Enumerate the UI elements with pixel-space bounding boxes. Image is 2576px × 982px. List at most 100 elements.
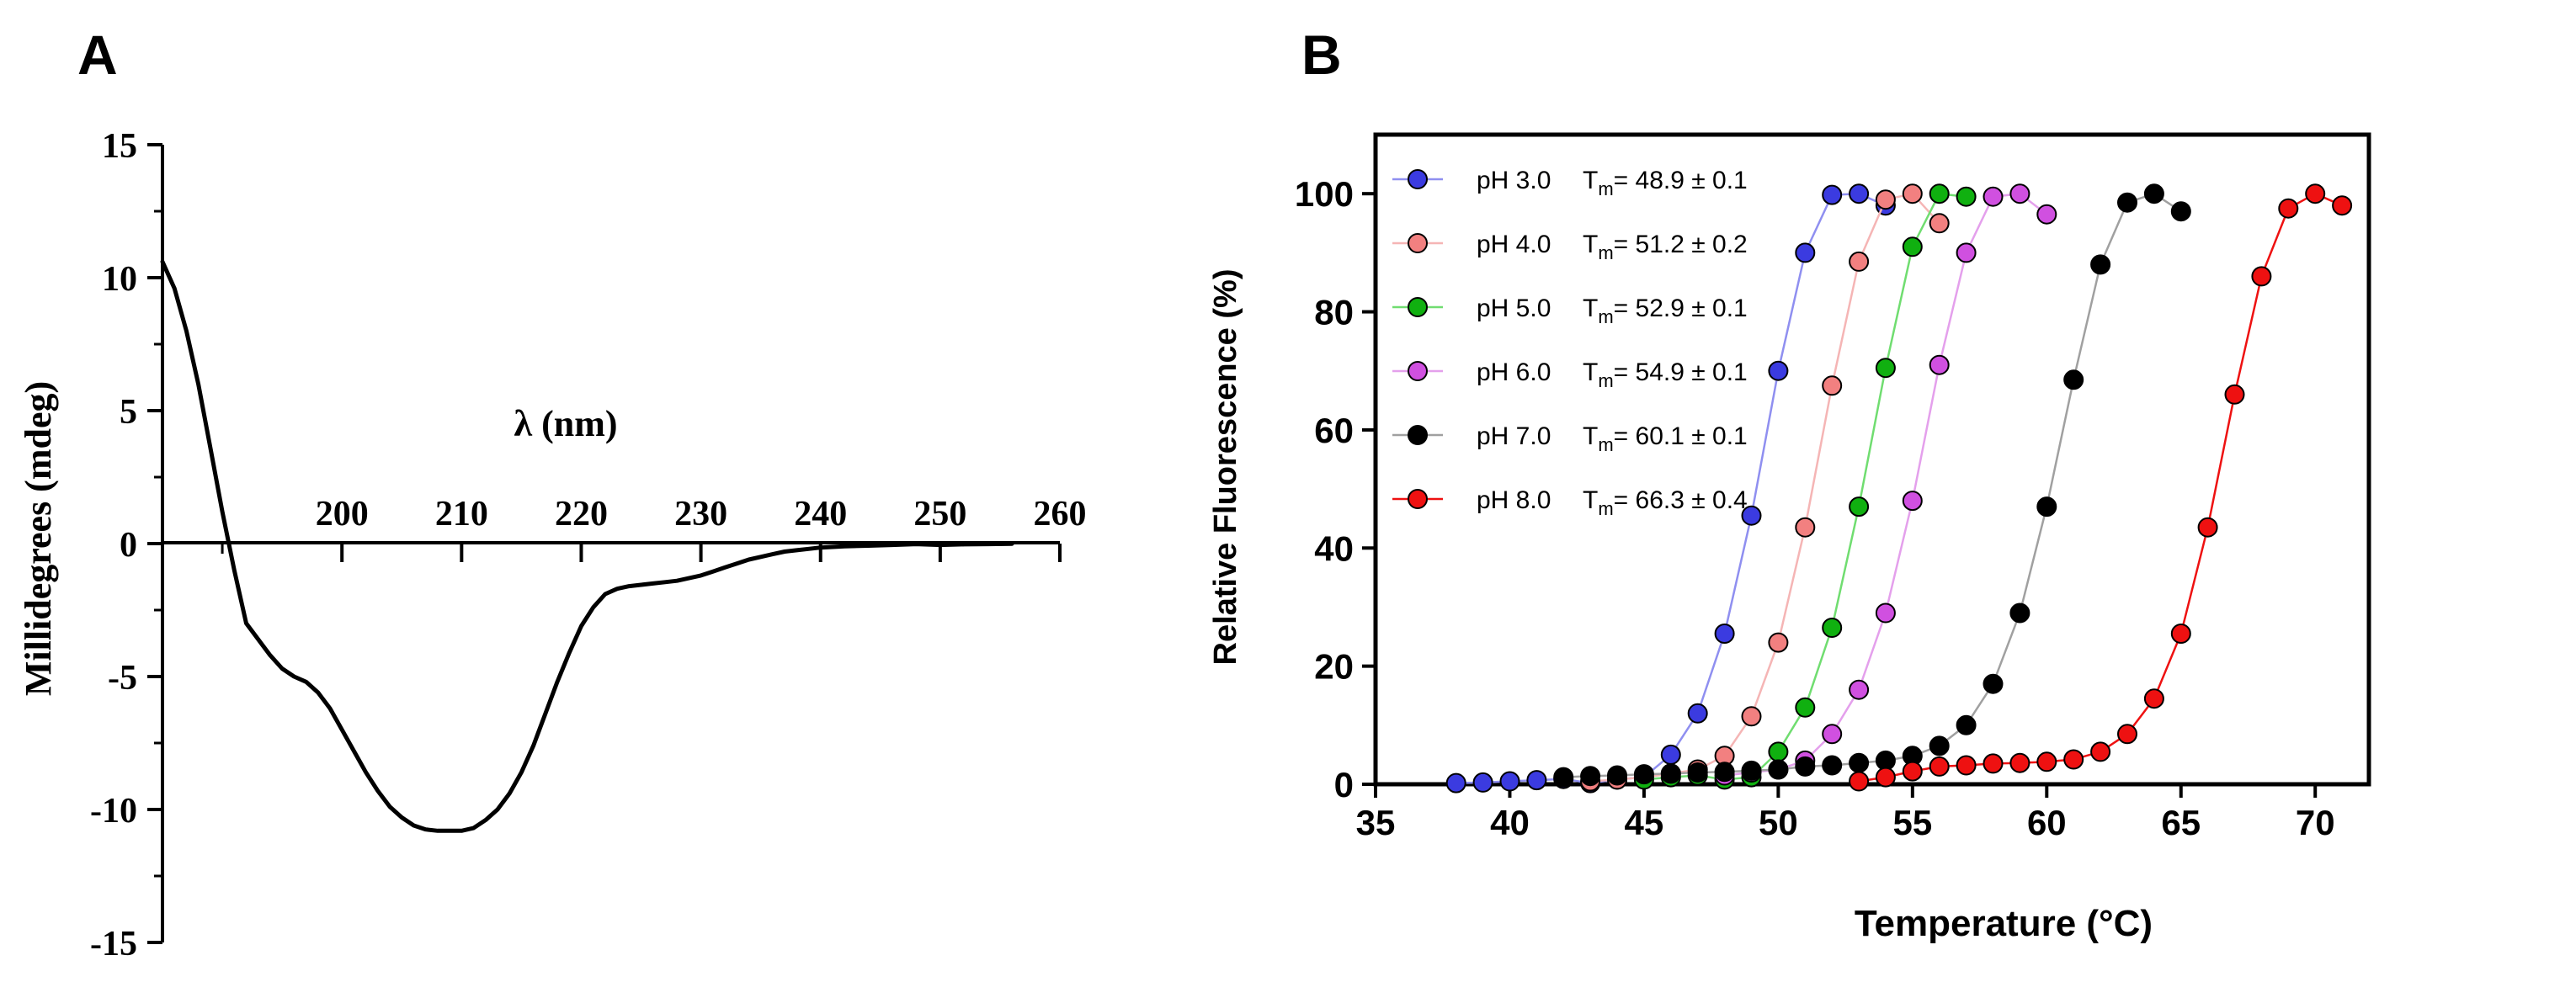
legend-tm-number: = 51.2 ± 0.2 <box>1614 231 1748 258</box>
data-point-ph-6-0 <box>2036 204 2057 225</box>
legend-series-name: pH 7.0 <box>1477 422 1551 450</box>
legend-marker <box>1408 489 1428 509</box>
panel-b-label: B <box>1301 24 1342 86</box>
data-point-ph-7-0 <box>1741 760 1762 781</box>
legend-series-name: pH 4.0 <box>1477 231 1551 258</box>
panel-a-x-tick-label: 200 <box>316 495 369 533</box>
data-point-ph-7-0 <box>2143 183 2164 204</box>
panel-a-x-tick-label: 240 <box>794 495 847 533</box>
data-point-ph-7-0 <box>1607 765 1627 786</box>
legend-marker <box>1408 233 1428 253</box>
data-point-ph-8-0 <box>2143 688 2164 709</box>
data-point-ph-3-0 <box>1849 183 1870 204</box>
data-point-ph-8-0 <box>1956 755 1977 776</box>
data-point-ph-8-0 <box>2170 624 2191 644</box>
data-point-ph-3-0 <box>1714 624 1735 644</box>
data-point-ph-3-0 <box>1741 505 1762 526</box>
legend-tm-number: = 54.9 ± 0.1 <box>1614 358 1748 386</box>
data-point-ph-8-0 <box>2305 183 2326 204</box>
data-point-ph-8-0 <box>1983 753 2004 774</box>
legend-tm-value: Tm= 52.9 ± 0.1 <box>1583 295 1748 327</box>
data-point-ph-7-0 <box>1822 755 1843 776</box>
panel-b-y-tick-label: 40 <box>1314 528 1354 568</box>
data-point-ph-6-0 <box>1822 724 1843 745</box>
panel-a-series <box>160 259 1014 833</box>
panel-a-x-ticks: 200 210 220 230 240 250 260 <box>221 495 1087 562</box>
legend-tm-symbol: T <box>1583 486 1598 514</box>
data-point-ph-7-0 <box>1714 762 1735 783</box>
legend-tm-value: Tm= 66.3 ± 0.4 <box>1583 486 1748 519</box>
data-point-ph-6-0 <box>1929 354 1950 375</box>
panel-a-y-tick-label: 0 <box>120 526 137 565</box>
panel-b-x-tick-label: 65 <box>2161 803 2201 842</box>
data-point-ph-8-0 <box>2063 749 2084 770</box>
data-point-ph-7-0 <box>2170 201 2191 222</box>
panel-b-x-tick-label: 50 <box>1759 803 1798 842</box>
legend-tm-value: Tm= 60.1 ± 0.1 <box>1583 422 1748 455</box>
legend-tm-symbol: T <box>1583 422 1598 450</box>
panel-a-y-axis-label: Millidegrees (mdeg) <box>18 381 59 696</box>
data-point-ph-3-0 <box>1499 771 1520 792</box>
panel-b-legend: pH 3.0 Tm= 48.9 ± 0.1pH 4.0 Tm= 51.2 ± 0.2… <box>1392 167 1748 519</box>
data-point-ph-5-0 <box>1768 741 1789 762</box>
legend-tm-subscript: m <box>1598 434 1613 455</box>
panel-b-x-tick-label: 35 <box>1356 803 1396 842</box>
data-point-ph-4-0 <box>1929 213 1950 234</box>
legend-series-name: pH 8.0 <box>1477 486 1551 514</box>
panel-b-x-tick-label: 60 <box>2027 803 2067 842</box>
legend-tm-value: Tm= 48.9 ± 0.1 <box>1583 167 1748 199</box>
legend-tm-subscript: m <box>1598 178 1613 199</box>
panel-a-x-tick-label: 250 <box>913 495 966 533</box>
data-point-ph-8-0 <box>2278 198 2299 219</box>
panel-a-x-axis-label: λ (nm) <box>514 403 617 444</box>
data-point-ph-7-0 <box>1849 752 1870 773</box>
legend-tm-number: = 60.1 ± 0.1 <box>1614 422 1748 450</box>
panel-a-y-ticks: 15 10 5 0 -5 -10 -15 <box>90 127 162 963</box>
legend-tm-symbol: T <box>1583 295 1598 322</box>
data-point-ph-4-0 <box>1768 632 1789 653</box>
data-point-ph-7-0 <box>2090 254 2111 275</box>
panel-a-x-tick-label: 210 <box>435 495 488 533</box>
data-point-ph-3-0 <box>1472 772 1493 793</box>
legend-tm-subscript: m <box>1598 370 1613 391</box>
data-point-ph-7-0 <box>1687 762 1708 783</box>
panel-b-y-axis-label: Relative Fluorescence (%) <box>1208 269 1243 666</box>
panel-a-y-tick-label: 15 <box>102 127 137 166</box>
data-point-ph-6-0 <box>1956 242 1977 263</box>
panel-a-y-tick-label: -5 <box>108 659 137 698</box>
data-point-ph-8-0 <box>2036 751 2057 772</box>
data-point-ph-8-0 <box>2117 724 2137 745</box>
legend-tm-number: = 66.3 ± 0.4 <box>1614 486 1748 514</box>
data-point-ph-3-0 <box>1660 744 1681 765</box>
panel-b-series <box>1445 183 2353 794</box>
data-point-ph-8-0 <box>1902 761 1923 782</box>
panel-b-x-tick-label: 55 <box>1892 803 1932 842</box>
data-point-ph-8-0 <box>1929 756 1950 777</box>
data-point-ph-5-0 <box>1956 186 1977 207</box>
legend-marker <box>1408 361 1428 381</box>
legend-tm-subscript: m <box>1598 306 1613 327</box>
panel-b: B Relative Fluorescence (%) Temperature … <box>1208 24 2371 944</box>
data-point-ph-4-0 <box>1822 375 1843 396</box>
data-point-ph-4-0 <box>1875 189 1896 210</box>
data-point-ph-3-0 <box>1445 772 1466 794</box>
data-point-ph-6-0 <box>2009 183 2030 204</box>
panel-a-y-tick-label: -15 <box>90 925 137 963</box>
data-point-ph-6-0 <box>1849 679 1870 700</box>
data-point-ph-5-0 <box>1849 496 1870 518</box>
data-point-ph-8-0 <box>2332 195 2353 216</box>
data-point-ph-7-0 <box>1553 767 1574 788</box>
data-point-ph-6-0 <box>1875 602 1896 624</box>
data-point-ph-7-0 <box>1660 763 1681 784</box>
data-point-ph-3-0 <box>1822 184 1843 205</box>
panel-b-x-axis-label: Temperature (°C) <box>1855 903 2153 944</box>
legend-tm-symbol: T <box>1583 231 1598 258</box>
data-point-ph-8-0 <box>2009 752 2030 773</box>
panel-a-x-tick-label: 220 <box>555 495 608 533</box>
data-point-ph-8-0 <box>1875 767 1896 788</box>
data-point-ph-5-0 <box>1875 358 1896 379</box>
panel-a-label: A <box>77 24 118 86</box>
data-point-ph-7-0 <box>2036 496 2057 518</box>
data-point-ph-5-0 <box>1795 697 1816 718</box>
panel-b-y-ticks: 0 20 40 60 80 100 <box>1295 174 1376 804</box>
